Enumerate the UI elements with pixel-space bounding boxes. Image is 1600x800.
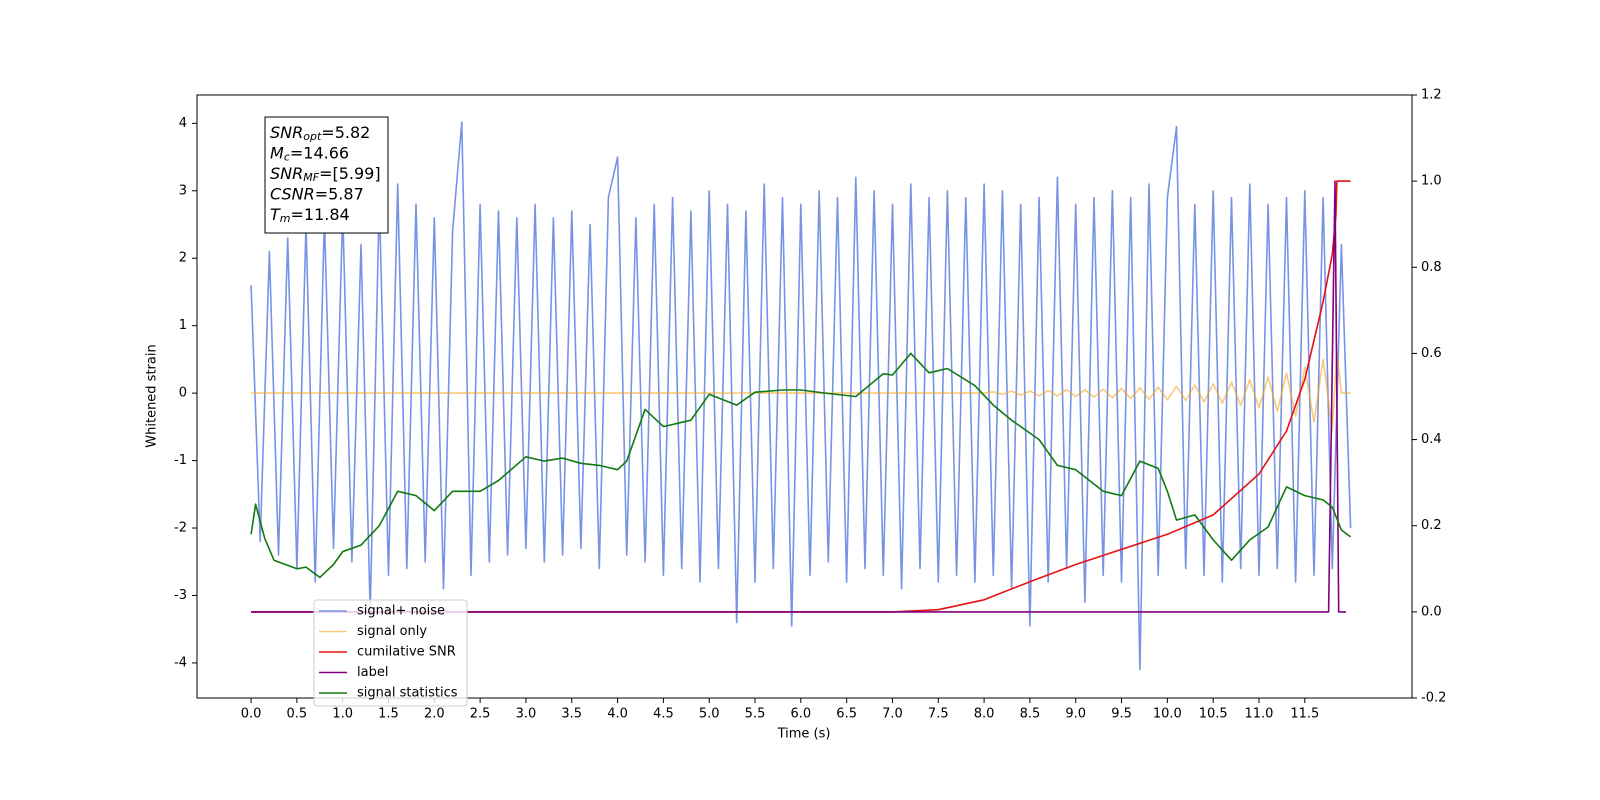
y2-tick-label: 0.0	[1421, 604, 1442, 619]
y-tick-label: 0	[179, 386, 187, 401]
y-tick-label: 3	[179, 183, 187, 198]
y-tick-label: 2	[179, 251, 187, 266]
x-tick-label: 11.0	[1245, 707, 1274, 722]
x-tick-label: 11.5	[1290, 707, 1319, 722]
x-tick-label: 1.5	[378, 707, 399, 722]
y2-tick-label: -0.2	[1421, 691, 1446, 706]
y-tick-label: -3	[174, 588, 187, 603]
x-tick-label: 1.0	[332, 707, 353, 722]
series-line	[250, 121, 1352, 671]
x-tick-label: 8.0	[974, 707, 995, 722]
annotation-line: SNRMF=[5.99]	[270, 164, 381, 185]
series-line	[250, 352, 1352, 579]
legend-label: signal statistics	[357, 686, 458, 701]
y2-tick-label: 1.2	[1421, 88, 1442, 103]
annotation-subscript: opt	[303, 130, 322, 143]
annotation-value: =5.82	[321, 123, 370, 142]
x-tick-label: 7.0	[882, 707, 903, 722]
x-tick-label: 4.5	[653, 707, 674, 722]
annotation-symbol: SNR	[270, 164, 303, 183]
x-tick-label: 6.0	[790, 707, 811, 722]
annotation-frame	[264, 116, 389, 234]
y-tick-label: 1	[179, 318, 187, 333]
y2-tick-label: 0.8	[1421, 260, 1442, 275]
legend-label: signal+ noise	[357, 604, 445, 619]
x-tick-label: 4.0	[607, 707, 628, 722]
x-tick-label: 3.5	[561, 707, 582, 722]
y2-tick-label: 0.6	[1421, 346, 1442, 361]
x-tick-label: 6.5	[836, 707, 857, 722]
x-tick-label: 0.5	[287, 707, 308, 722]
x-tick-label: 9.5	[1111, 707, 1132, 722]
x-tick-label: 9.0	[1065, 707, 1086, 722]
annotation-box: SNRopt=5.82Mc=14.66SNRMF=[5.99]CSNR=5.87…	[264, 116, 389, 234]
x-tick-label: 5.0	[699, 707, 720, 722]
x-tick-label: 2.0	[424, 707, 445, 722]
y-tick-label: -4	[174, 655, 187, 670]
x-tick-label: 0.0	[241, 707, 262, 722]
x-tick-label: 3.0	[516, 707, 537, 722]
annotation-line: CSNR=5.87	[270, 184, 364, 203]
series-line	[251, 180, 1346, 613]
x-tick-label: 8.5	[1020, 707, 1041, 722]
annotation-symbol: CSNR	[270, 184, 315, 203]
annotation-symbol: SNR	[270, 123, 303, 142]
legend-label: cumilative SNR	[357, 645, 456, 660]
series-line	[251, 351, 1351, 431]
x-tick-label: 10.5	[1199, 707, 1228, 722]
annotation-line: Tm=11.84	[270, 205, 350, 226]
annotation-symbol: M	[270, 143, 284, 162]
legend-label: signal only	[357, 624, 427, 639]
x-tick-label: 5.5	[745, 707, 766, 722]
annotation-subscript: m	[280, 212, 291, 225]
x-tick-label: 7.5	[928, 707, 949, 722]
annotation-symbol: T	[270, 205, 281, 224]
annotation-value: =11.84	[291, 205, 350, 224]
annotation-subscript: c	[284, 151, 290, 164]
legend-label: label	[357, 665, 388, 680]
y-tick-label: -1	[174, 453, 187, 468]
annotation-line: SNRopt=5.82	[270, 123, 370, 144]
legend: signal+ noise signal only cumilative SNR la…	[313, 599, 468, 707]
y2-tick-label: 0.4	[1421, 432, 1442, 447]
legend-frame	[313, 599, 468, 707]
y-axis-label: Whitened strain	[145, 344, 160, 447]
plot-area	[250, 121, 1352, 671]
annotation-value: =[5.99]	[319, 164, 381, 183]
y2-tick-label: 0.2	[1421, 518, 1442, 533]
annotation-line: Mc=14.66	[270, 143, 349, 164]
annotation-value: =5.87	[315, 184, 364, 203]
x-tick-label: 10.0	[1153, 707, 1182, 722]
annotation-value: =14.66	[290, 143, 349, 162]
x-tick-label: 2.5	[470, 707, 491, 722]
x-axis-label: Time (s)	[777, 727, 831, 742]
annotation-subscript: MF	[303, 171, 319, 184]
axes-frame	[196, 94, 1413, 699]
y-tick-label: -2	[174, 521, 187, 536]
y2-tick-label: 1.0	[1421, 174, 1442, 189]
y-tick-label: 4	[179, 116, 187, 131]
